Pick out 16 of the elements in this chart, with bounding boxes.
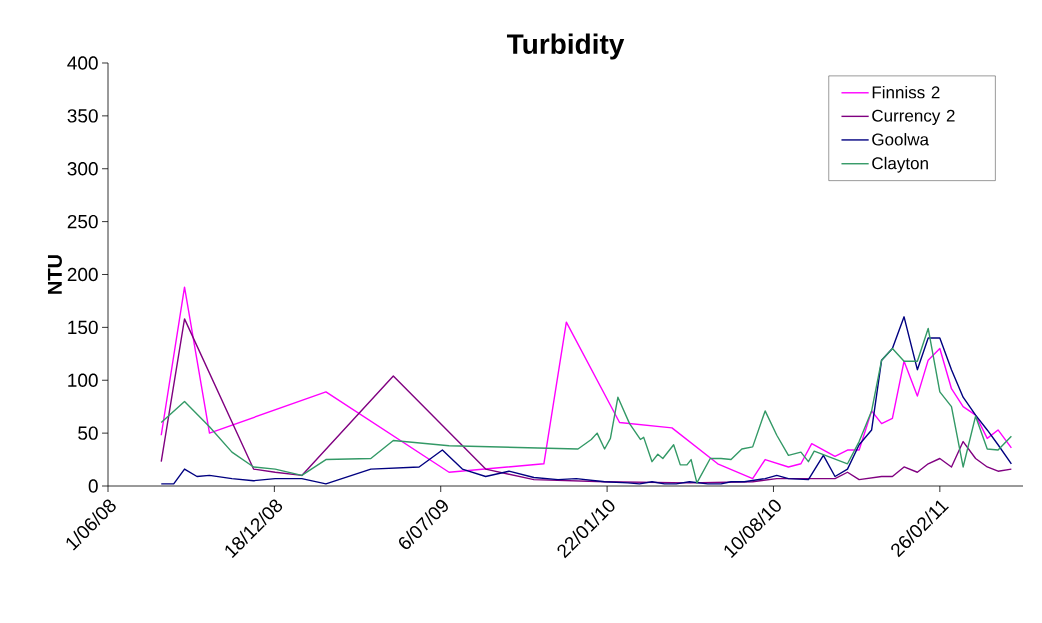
y-tick-label: 300 — [67, 162, 98, 176]
y-tick-label: 50 — [78, 426, 98, 440]
y-tick-label: 200 — [67, 267, 98, 282]
chart-title: Turbidity — [506, 33, 625, 60]
legend-label: Finniss 2 — [872, 85, 940, 99]
y-tick-label: 0 — [88, 479, 98, 493]
y-tick-label: 250 — [67, 214, 98, 229]
y-axis-title: NTU — [47, 255, 62, 294]
legend-label: Clayton — [872, 156, 928, 173]
y-tick-label: 350 — [67, 109, 98, 123]
y-tick-label: 400 — [67, 56, 98, 70]
y-tick-label: 100 — [68, 373, 98, 387]
legend-label: Goolwa — [872, 133, 929, 146]
line-series — [160, 286, 1013, 480]
y-tick-label: 150 — [68, 320, 98, 335]
legend-label: Currency 2 — [872, 109, 955, 126]
